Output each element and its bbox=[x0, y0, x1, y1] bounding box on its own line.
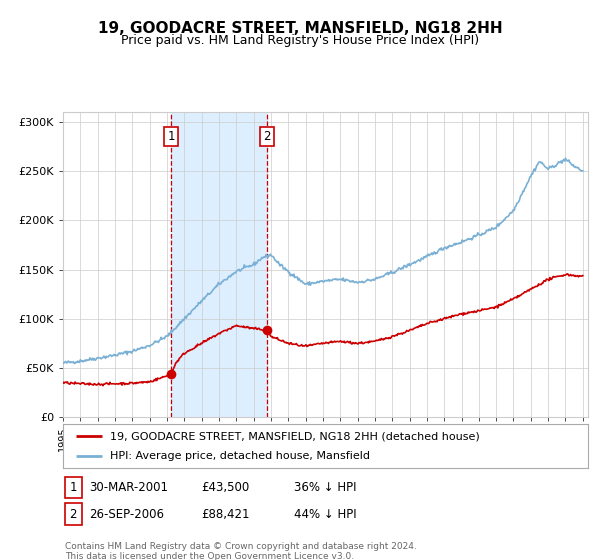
Text: 30-MAR-2001: 30-MAR-2001 bbox=[89, 480, 168, 494]
Text: 2: 2 bbox=[70, 507, 77, 521]
Text: 36% ↓ HPI: 36% ↓ HPI bbox=[294, 480, 356, 494]
Text: £43,500: £43,500 bbox=[201, 480, 249, 494]
Text: 19, GOODACRE STREET, MANSFIELD, NG18 2HH: 19, GOODACRE STREET, MANSFIELD, NG18 2HH bbox=[98, 21, 502, 36]
Text: Contains HM Land Registry data © Crown copyright and database right 2024.
This d: Contains HM Land Registry data © Crown c… bbox=[65, 542, 416, 560]
Bar bbox=[171, 112, 266, 417]
Text: 1: 1 bbox=[167, 130, 175, 143]
Text: £88,421: £88,421 bbox=[201, 507, 250, 521]
Text: HPI: Average price, detached house, Mansfield: HPI: Average price, detached house, Mans… bbox=[110, 451, 370, 461]
Text: 44% ↓ HPI: 44% ↓ HPI bbox=[294, 507, 356, 521]
Text: 19, GOODACRE STREET, MANSFIELD, NG18 2HH (detached house): 19, GOODACRE STREET, MANSFIELD, NG18 2HH… bbox=[110, 431, 480, 441]
Text: Price paid vs. HM Land Registry's House Price Index (HPI): Price paid vs. HM Land Registry's House … bbox=[121, 34, 479, 46]
Text: 26-SEP-2006: 26-SEP-2006 bbox=[89, 507, 164, 521]
Text: 1: 1 bbox=[70, 480, 77, 494]
Text: 2: 2 bbox=[263, 130, 271, 143]
